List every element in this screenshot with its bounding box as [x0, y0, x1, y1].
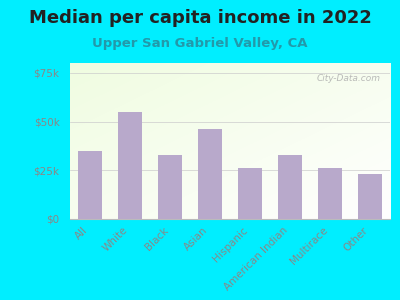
Bar: [198, 129, 222, 219]
Bar: [318, 168, 342, 219]
Bar: [78, 151, 102, 219]
Text: Median per capita income in 2022: Median per capita income in 2022: [28, 9, 372, 27]
Bar: [278, 154, 302, 219]
Text: Upper San Gabriel Valley, CA: Upper San Gabriel Valley, CA: [92, 38, 308, 50]
Bar: [158, 154, 182, 219]
Bar: [238, 168, 262, 219]
Bar: [358, 174, 382, 219]
Text: City-Data.com: City-Data.com: [316, 74, 380, 83]
Bar: [118, 112, 142, 219]
